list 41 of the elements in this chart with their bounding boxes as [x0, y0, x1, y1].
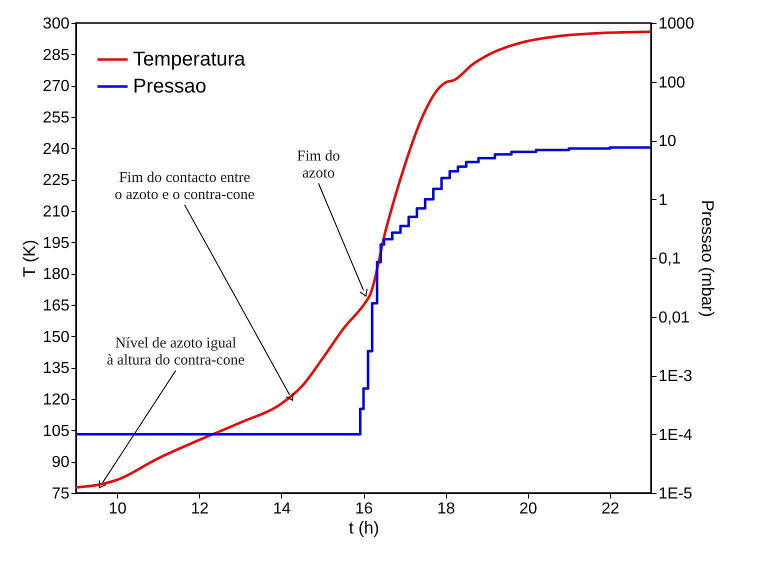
y-tick-label: 225: [42, 172, 70, 190]
y2-tick-label: 1: [658, 192, 668, 209]
y2-tick-label: 10: [658, 133, 676, 150]
y2-tick-label: 100: [658, 74, 686, 92]
line-series: [76, 30, 651, 489]
legend-label: Temperatura: [133, 48, 246, 70]
y2-tick-label: 1000: [658, 16, 694, 32]
annotation: Nível de azoto igual à altura do contra-cone: [106, 336, 245, 369]
x-tick-label: 20: [519, 500, 538, 518]
annotation: Fim do contacto entre o azoto e o contra-cone: [114, 170, 255, 203]
y-tick-label: 90: [52, 454, 70, 472]
x-tick-label: 18: [437, 500, 456, 518]
y2-axis-title: Pressao (mbar): [698, 200, 718, 318]
y2-tick-label: 1E-4: [658, 426, 692, 444]
y-axis-title: T (K): [20, 240, 39, 278]
y-tick-label: 210: [42, 204, 70, 220]
y-tick-label: 285: [42, 46, 70, 64]
y2-tick-label: 1E-5: [658, 486, 692, 502]
y-tick-label: 180: [42, 266, 70, 284]
y-tick-label: 195: [42, 234, 70, 252]
y-tick-label: 150: [42, 328, 70, 346]
y-tick-label: 75: [52, 486, 70, 502]
y-tick-label: 270: [42, 78, 70, 96]
y2-tick-label: 1E-3: [658, 368, 692, 385]
annotation: Fim do azoto: [297, 148, 340, 182]
y-tick-label: 240: [42, 140, 70, 158]
x-tick-label: 16: [355, 500, 373, 518]
x-tick-label: 10: [108, 500, 127, 518]
y2-tick-label: 0,01: [658, 309, 690, 326]
x-tick-label: 12: [190, 500, 209, 518]
y2-tick-label: 0,1: [658, 250, 681, 268]
x-tick-label: 22: [602, 500, 620, 518]
y-tick-label: 135: [42, 360, 70, 378]
y-tick-label: 165: [42, 298, 70, 314]
legend-label: Pressao: [133, 76, 206, 98]
y-tick-label: 120: [42, 392, 70, 408]
y-tick-label: 105: [42, 422, 70, 440]
x-tick-label: 14: [272, 500, 291, 518]
x-axis-title: t (h): [348, 518, 380, 538]
y-tick-label: 300: [42, 16, 70, 32]
y-tick-label: 255: [42, 110, 70, 126]
